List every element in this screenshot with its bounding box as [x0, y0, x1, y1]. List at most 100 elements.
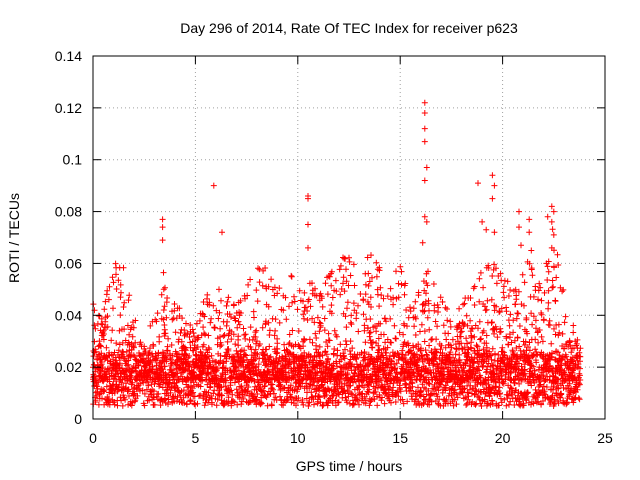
data-point [237, 297, 244, 304]
data-point [418, 372, 425, 378]
data-point [109, 327, 116, 334]
data-point [224, 346, 231, 353]
data-point [316, 343, 323, 350]
data-point [256, 355, 263, 362]
data-point [520, 348, 527, 355]
data-point [493, 383, 500, 390]
data-point [419, 381, 426, 388]
data-point [151, 371, 158, 377]
data-point [98, 343, 104, 350]
data-point [118, 355, 124, 362]
data-point [550, 283, 557, 290]
data-point [209, 401, 215, 408]
data-point [493, 326, 500, 333]
data-point [349, 345, 356, 352]
data-point [512, 286, 519, 293]
data-point [360, 297, 367, 304]
data-point [105, 395, 112, 402]
data-point [547, 399, 554, 406]
data-point [235, 336, 242, 343]
data-point [285, 341, 292, 348]
data-point [251, 314, 257, 321]
data-point [507, 384, 514, 391]
data-point [447, 368, 454, 375]
data-point [253, 327, 260, 334]
data-point [503, 366, 510, 373]
data-point [507, 311, 514, 318]
data-point [241, 392, 248, 398]
data-point [447, 323, 454, 330]
data-point [244, 292, 251, 299]
data-point [200, 341, 207, 348]
data-point [413, 351, 420, 358]
data-point [390, 376, 397, 383]
data-point [151, 401, 158, 408]
data-point [446, 341, 452, 348]
data-point [436, 377, 443, 383]
data-point [350, 300, 357, 307]
data-point [557, 284, 564, 291]
y-tick-label: 0.04 [55, 307, 82, 323]
data-point [193, 359, 200, 366]
data-point [329, 294, 336, 301]
data-point [183, 401, 190, 408]
data-point [157, 377, 163, 383]
data-point [260, 359, 267, 366]
data-point [466, 368, 473, 375]
data-point [563, 353, 570, 360]
data-point [106, 389, 113, 396]
data-point [108, 351, 115, 358]
data-point [100, 336, 107, 343]
data-point [549, 377, 556, 383]
data-point [144, 376, 151, 383]
data-point [340, 274, 347, 281]
data-point [231, 379, 238, 386]
data-point [553, 348, 560, 355]
data-point [557, 355, 564, 362]
data-point [478, 335, 484, 342]
data-point [174, 394, 181, 401]
data-point [347, 338, 354, 345]
data-point [538, 310, 545, 316]
data-point [545, 366, 552, 373]
data-point [202, 331, 209, 338]
data-point [350, 261, 357, 268]
data-point [268, 276, 275, 283]
data-point [329, 400, 336, 406]
data-point [378, 397, 385, 404]
data-point [324, 358, 331, 365]
data-point [513, 315, 520, 322]
data-point [500, 359, 507, 366]
data-point [503, 304, 510, 311]
data-point [532, 317, 539, 324]
data-point [456, 351, 463, 358]
data-point [370, 339, 376, 345]
data-point [338, 286, 345, 292]
data-point [545, 299, 552, 306]
data-point [466, 363, 473, 370]
data-point [417, 328, 423, 335]
data-point [361, 354, 368, 361]
data-point [193, 320, 200, 327]
data-point [443, 396, 450, 403]
data-point [200, 311, 207, 318]
data-point [244, 388, 250, 395]
data-point [252, 334, 259, 340]
data-point [474, 343, 481, 350]
data-point [148, 366, 155, 373]
data-point [145, 369, 152, 376]
data-point [163, 356, 170, 363]
data-point [478, 403, 485, 409]
data-point [415, 289, 422, 296]
data-point [223, 302, 230, 309]
data-point [415, 398, 422, 405]
data-point [428, 336, 435, 343]
data-point [126, 292, 133, 299]
data-point [442, 344, 449, 351]
data-point [524, 376, 531, 383]
data-point [577, 365, 583, 372]
data-point [424, 314, 431, 321]
data-point [276, 369, 283, 376]
data-point [99, 321, 106, 328]
data-point [505, 341, 512, 348]
